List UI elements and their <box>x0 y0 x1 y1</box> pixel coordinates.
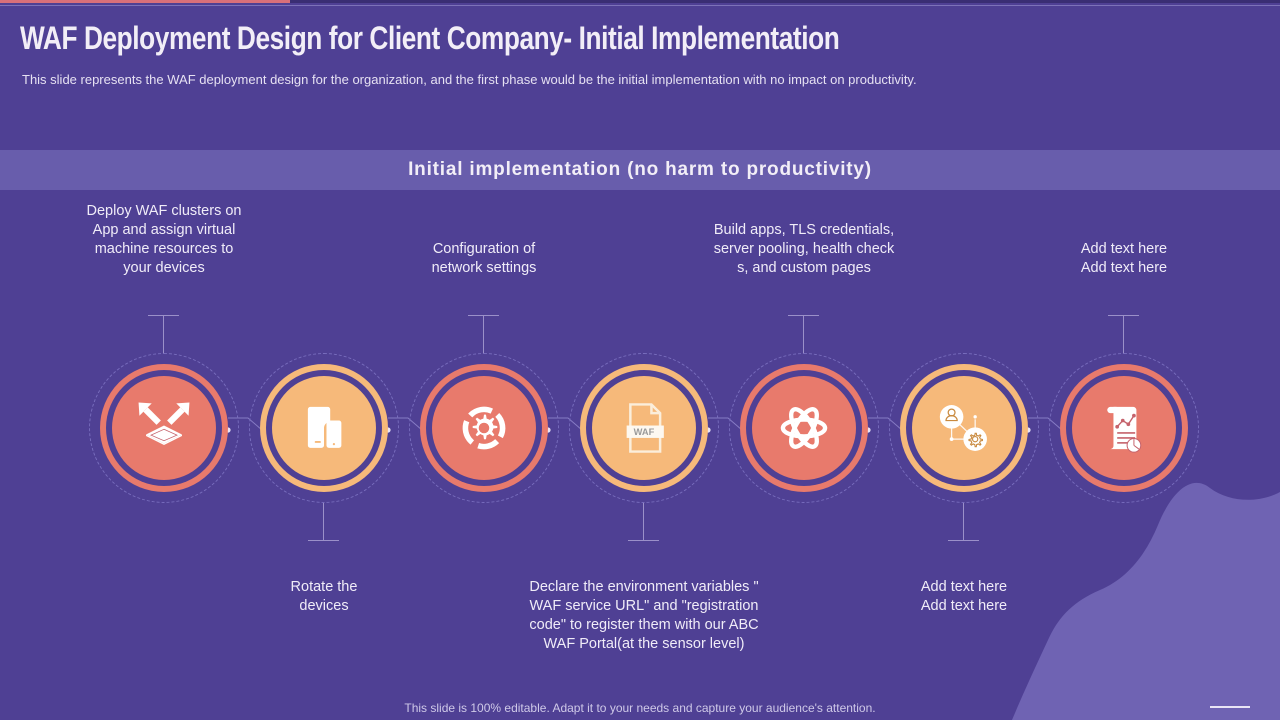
svg-text:WAF: WAF <box>634 427 655 437</box>
